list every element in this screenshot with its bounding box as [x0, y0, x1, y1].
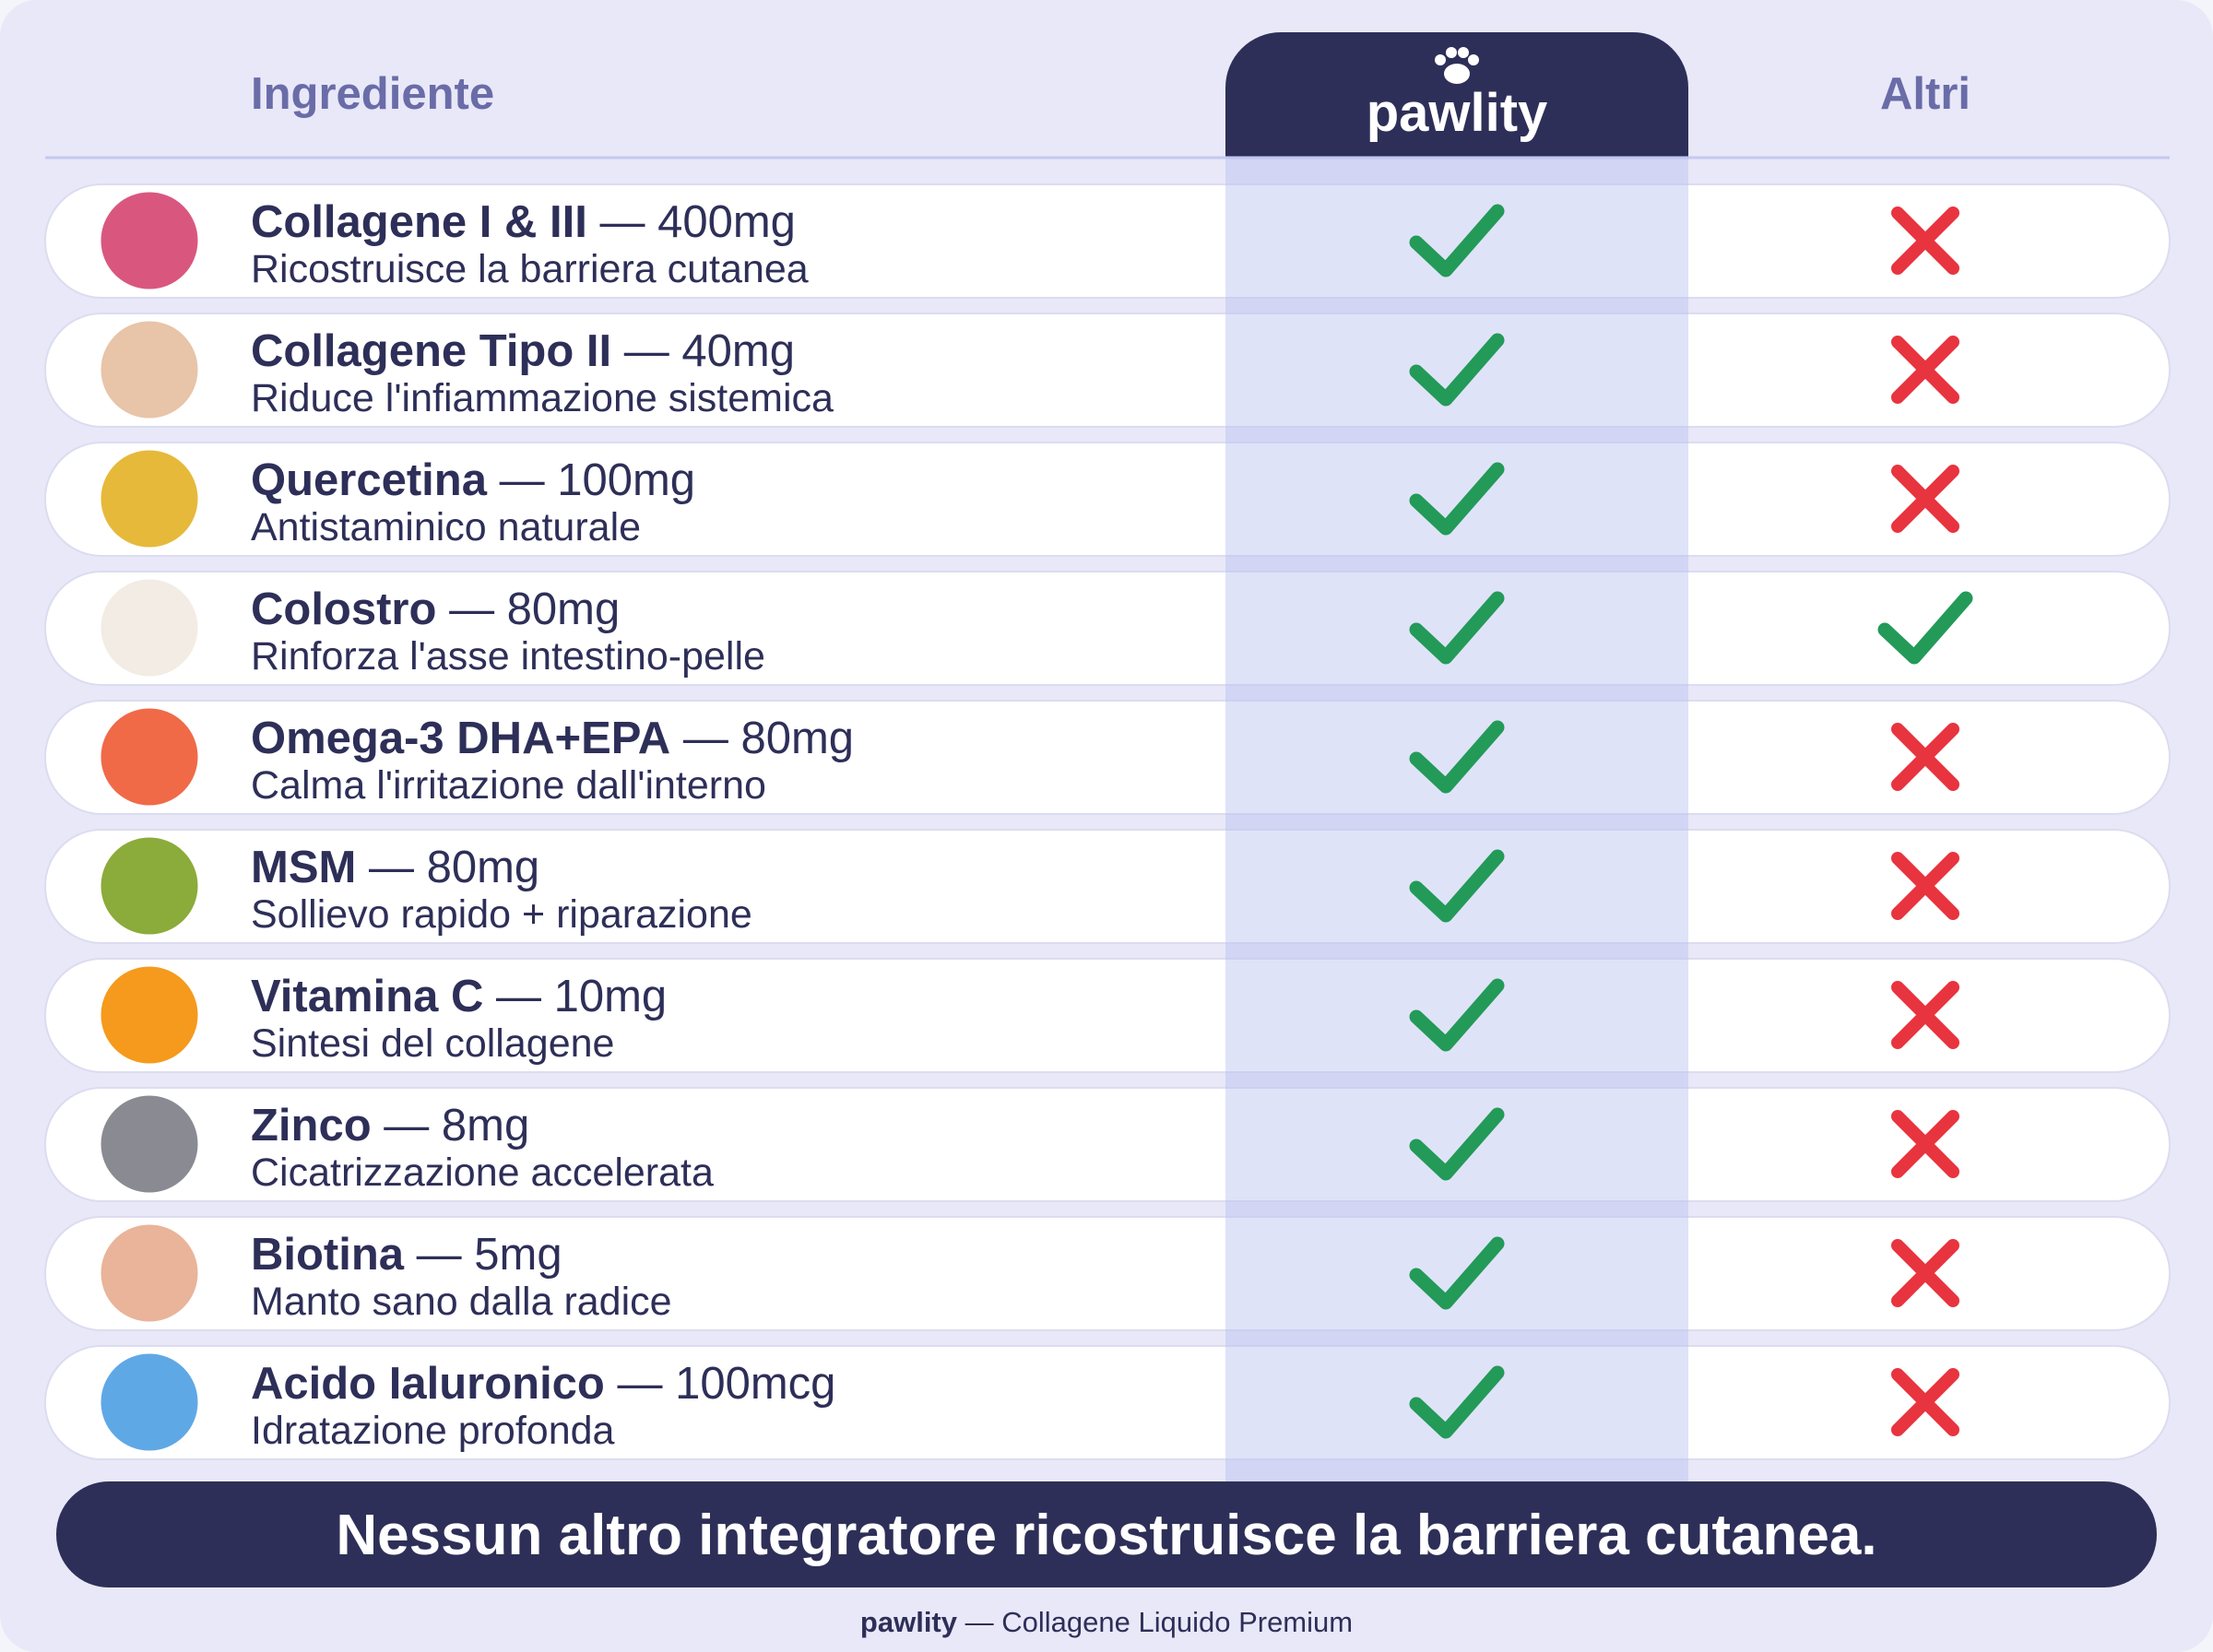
ingredient-description: Cicatrizzazione accelerata [251, 1150, 714, 1195]
banner [56, 1481, 2157, 1587]
ingredient-dose: — 10mg [496, 972, 667, 1021]
ingredient-description: Manto sano dalla radice [251, 1280, 672, 1324]
row-card [44, 442, 2171, 557]
row-card [44, 1345, 2171, 1460]
ingredient-dose: — 400mg [599, 197, 795, 247]
check-mark [1409, 720, 1505, 794]
cross-mark [1891, 336, 1959, 404]
ingredient-description: Idratazione profonda [251, 1409, 615, 1453]
footer-brand: pawlity [860, 1606, 958, 1638]
ingredient-icon [98, 576, 201, 679]
ingredient-description: Sollievo rapido + riparazione [251, 892, 752, 937]
check-mark [1409, 1236, 1505, 1310]
ingredient-dose: — 8mg [384, 1101, 529, 1150]
ingredient-icon [98, 318, 201, 421]
ingredient-title: MSM — 80mg [251, 843, 539, 892]
ingredient-dose: — 80mg [369, 843, 539, 892]
ingredient-dose: — 80mg [449, 584, 620, 634]
ingredient-header: Ingrediente [251, 69, 494, 119]
ingredient-dose: — 100mg [500, 455, 695, 505]
row-card [44, 1087, 2171, 1202]
ingredient-name: Zinco [251, 1101, 372, 1150]
ingredient-name: Collagene I & III [251, 197, 587, 247]
row-card [44, 571, 2171, 686]
ingredient-name: Quercetina [251, 455, 488, 505]
footer-tagline: — Collagene Liquido Premium [965, 1606, 1353, 1638]
cross-mark [1891, 1368, 1959, 1436]
ingredient-title: Quercetina — 100mg [251, 455, 695, 505]
ingredient-title: Biotina — 5mg [251, 1230, 562, 1280]
check-mark [1409, 462, 1505, 536]
ingredient-description: Riduce l'infiammazione sistemica [251, 376, 834, 420]
ingredient-description: Antistaminico naturale [251, 505, 641, 549]
ingredient-icon [98, 1221, 201, 1325]
ingredient-title: Collagene I & III — 400mg [251, 197, 796, 247]
ingredient-title: Vitamina C — 10mg [251, 972, 667, 1021]
ingredient-title: Colostro — 80mg [251, 584, 620, 634]
ingredient-icon [98, 447, 201, 550]
cross-mark [1891, 206, 1959, 275]
ingredient-icon [98, 705, 201, 808]
ingredient-icon [98, 963, 201, 1067]
row-card [44, 313, 2171, 428]
ingredient-dose: — 40mg [624, 326, 795, 376]
paw-icon [1435, 47, 1479, 84]
ingredient-description: Ricostruisce la barriera cutanea [251, 247, 809, 291]
brand-header: pawlity [1367, 83, 1548, 143]
ingredient-name: MSM [251, 843, 356, 892]
ingredient-description: Sintesi del collagene [251, 1021, 614, 1066]
ingredient-name: Acido Ialuronico [251, 1359, 605, 1409]
ingredient-name: Biotina [251, 1230, 405, 1280]
ingredient-title: Omega-3 DHA+EPA — 80mg [251, 714, 854, 763]
ingredient-dose: — 5mg [417, 1230, 562, 1280]
row-card [44, 183, 2171, 299]
check-mark [1409, 1365, 1505, 1439]
cross-mark [1891, 1110, 1959, 1178]
check-mark [1409, 204, 1505, 277]
ingredient-name: Collagene Tipo II [251, 326, 611, 376]
row-card [44, 958, 2171, 1073]
row-card [44, 1216, 2171, 1331]
brand-tab [1225, 32, 1688, 158]
ingredient-icon [98, 1351, 201, 1454]
check-mark [1409, 849, 1505, 923]
cross-mark [1891, 852, 1959, 920]
footer: pawlity — Collagene Liquido Premium [860, 1606, 1353, 1638]
ingredient-dose: — 100mcg [618, 1359, 836, 1409]
row-card [44, 700, 2171, 815]
ingredient-title: Acido Ialuronico — 100mcg [251, 1359, 835, 1409]
cross-mark [1891, 723, 1959, 791]
cross-mark [1891, 1239, 1959, 1307]
check-mark [1409, 978, 1505, 1052]
others-header: Altri [1880, 69, 1970, 119]
ingredient-icon [98, 189, 201, 292]
check-mark [1409, 333, 1505, 407]
ingredient-name: Omega-3 DHA+EPA [251, 714, 670, 763]
ingredient-name: Colostro [251, 584, 436, 634]
ingredient-title: Zinco — 8mg [251, 1101, 529, 1150]
row-card [44, 829, 2171, 944]
cross-mark [1891, 981, 1959, 1049]
banner-text: Nessun altro integratore ricostruisce la… [336, 1504, 1876, 1567]
check-mark [1409, 591, 1505, 665]
ingredient-description: Rinforza l'asse intestino-pelle [251, 634, 765, 678]
ingredient-icon [98, 1092, 201, 1196]
check-mark [1877, 591, 1973, 665]
ingredient-description: Calma l'irritazione dall'interno [251, 763, 766, 808]
ingredient-name: Vitamina C [251, 972, 483, 1021]
check-mark [1409, 1107, 1505, 1181]
cross-mark [1891, 465, 1959, 533]
ingredient-dose: — 80mg [683, 714, 854, 763]
ingredient-icon [98, 834, 201, 938]
ingredient-title: Collagene Tipo II — 40mg [251, 326, 795, 376]
